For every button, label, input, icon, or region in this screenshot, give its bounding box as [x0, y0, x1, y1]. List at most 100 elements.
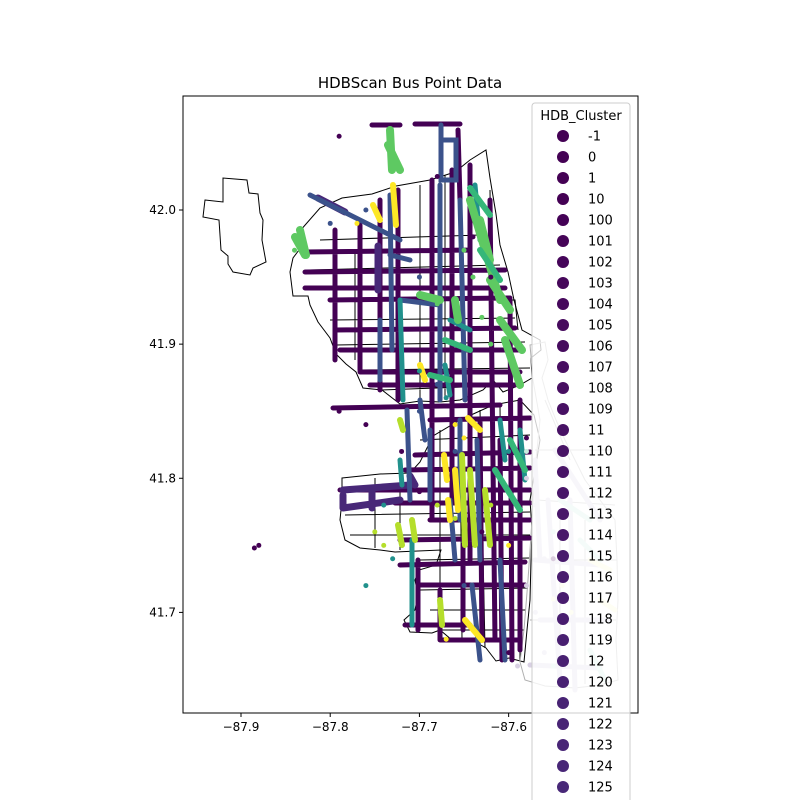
x-tick-label: −87.7: [401, 720, 438, 734]
cluster-point: [416, 489, 422, 495]
legend-label: 100: [588, 214, 613, 229]
cluster-point: [461, 435, 467, 441]
y-tick-label: 41.9: [149, 337, 176, 351]
legend-marker: [557, 130, 569, 142]
legend-label: 118: [588, 613, 613, 628]
legend-marker: [557, 256, 569, 268]
legend-marker: [557, 151, 569, 163]
cluster-point: [506, 542, 512, 548]
legend-marker: [557, 445, 569, 457]
cluster-point: [470, 234, 476, 240]
route-cluster-indigo: [314, 194, 419, 512]
legend-marker: [557, 487, 569, 499]
legend-label: 107: [588, 361, 613, 376]
y-tick-label: 41.8: [149, 471, 176, 485]
legend-label: 117: [588, 592, 613, 607]
cluster-point: [381, 502, 387, 508]
cluster-point: [488, 341, 494, 347]
chart-title: HDBScan Bus Point Data: [318, 74, 502, 92]
legend-marker: [557, 760, 569, 772]
legend-label: 110: [588, 445, 613, 460]
legend-entries: -101101001011021031041051061071081091111…: [557, 130, 613, 796]
cluster-point: [336, 133, 342, 139]
cluster-point: [515, 663, 521, 669]
cluster-point: [416, 368, 422, 374]
legend-marker: [557, 319, 569, 331]
legend-label: 105: [588, 319, 613, 334]
legend-label: 120: [588, 676, 613, 691]
cluster-point: [416, 408, 422, 414]
cluster-point: [381, 542, 387, 548]
legend-marker: [557, 277, 569, 289]
cluster-point: [327, 220, 333, 226]
legend-marker: [557, 403, 569, 415]
cluster-point: [251, 545, 257, 551]
legend-marker: [557, 718, 569, 730]
legend-marker: [557, 508, 569, 520]
cluster-point: [488, 274, 494, 280]
cluster-point: [256, 542, 262, 548]
legend-marker: [557, 214, 569, 226]
legend-label: -1: [588, 130, 601, 145]
cluster-point: [363, 422, 369, 428]
route-cluster-dark: [302, 121, 533, 663]
cluster-point: [434, 301, 440, 307]
legend-marker: [557, 781, 569, 793]
legend-marker: [557, 697, 569, 709]
legend-label: 111: [588, 466, 613, 481]
legend: HDB_Cluster -101101001011021031041051061…: [531, 102, 631, 800]
cluster-point: [506, 650, 512, 656]
legend-marker: [557, 739, 569, 751]
legend-marker: [557, 655, 569, 667]
legend-label: 104: [588, 298, 613, 313]
cluster-point: [523, 448, 529, 454]
cluster-point: [363, 207, 369, 213]
cluster-point: [292, 247, 298, 253]
legend-marker: [557, 424, 569, 436]
legend-label: 103: [588, 277, 613, 292]
legend-label: 0: [588, 151, 596, 166]
legend-label: 106: [588, 340, 613, 355]
cluster-point: [363, 583, 369, 589]
legend-marker: [557, 529, 569, 541]
legend-label: 121: [588, 697, 613, 712]
legend-marker: [557, 676, 569, 688]
route-cluster-yellow: [370, 182, 485, 643]
cluster-point: [523, 475, 529, 481]
cluster-point: [390, 556, 396, 562]
legend-label: 11: [588, 424, 605, 439]
cluster-point: [523, 435, 529, 441]
legend-marker: [557, 172, 569, 184]
legend-box: [531, 102, 631, 800]
cluster-point: [461, 583, 467, 589]
legend-marker: [557, 361, 569, 373]
legend-label: 12: [588, 655, 605, 670]
city-boundary-north: [289, 149, 542, 405]
route-cluster-teal-green: [427, 185, 528, 513]
cluster-point: [336, 408, 342, 414]
x-tick-label: −87.6: [490, 720, 527, 734]
cluster-point: [506, 448, 512, 454]
legend-marker: [557, 571, 569, 583]
legend-marker: [557, 592, 569, 604]
cluster-point: [479, 529, 485, 535]
legend-label: 10: [588, 193, 605, 208]
legend-marker: [557, 298, 569, 310]
legend-label: 102: [588, 256, 613, 271]
legend-marker: [557, 382, 569, 394]
legend-label: 109: [588, 403, 613, 418]
ohare-boundary: [202, 177, 267, 276]
legend-label: 122: [588, 718, 613, 733]
legend-label: 112: [588, 487, 613, 502]
y-tick-label: 42.0: [149, 203, 176, 217]
legend-label: 1: [588, 172, 596, 187]
legend-title: HDB_Cluster: [540, 109, 622, 124]
legend-marker: [557, 634, 569, 646]
legend-marker: [557, 550, 569, 562]
x-axis: −87.9 −87.8 −87.7 −87.6: [223, 713, 527, 734]
cluster-point: [292, 234, 298, 240]
cluster-point: [488, 502, 494, 508]
cluster-point: [416, 274, 422, 280]
legend-marker: [557, 340, 569, 352]
